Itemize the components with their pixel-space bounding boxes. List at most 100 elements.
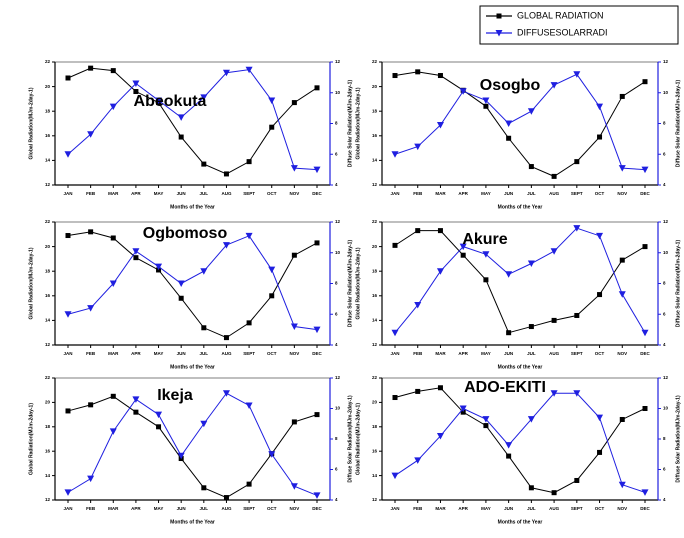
marker-triangle xyxy=(222,69,230,77)
marker-triangle xyxy=(573,390,581,397)
marker-triangle xyxy=(436,268,444,275)
y2-tick-label: 6 xyxy=(335,311,338,316)
marker-square xyxy=(597,292,603,298)
y-tick-label: 18 xyxy=(45,268,51,273)
x-axis-label: Months of the Year xyxy=(498,204,543,210)
x-tick-label: DEC xyxy=(312,351,322,356)
marker-triangle xyxy=(641,489,649,496)
y-tick-label: 18 xyxy=(45,424,51,429)
marker-triangle xyxy=(155,97,163,104)
x-tick-label: JAN xyxy=(63,506,72,511)
marker-square xyxy=(201,485,207,491)
marker-triangle xyxy=(109,103,117,111)
y-tick-label: 14 xyxy=(45,158,51,163)
x-tick-label: OCT xyxy=(595,191,605,196)
marker-square xyxy=(506,453,512,459)
y2-tick-label: 12 xyxy=(335,219,341,224)
marker-triangle xyxy=(527,260,535,268)
marker-square xyxy=(437,73,443,79)
y-tick-label: 22 xyxy=(45,59,51,64)
marker-triangle xyxy=(245,66,253,74)
y2-tick-label: 6 xyxy=(335,151,338,156)
x-axis-label: Months of the Year xyxy=(170,519,215,525)
marker-square xyxy=(178,134,184,140)
y-tick-label: 20 xyxy=(372,84,378,89)
marker-square xyxy=(392,395,398,401)
marker-triangle xyxy=(527,108,535,115)
y2-tick-label: 4 xyxy=(335,182,338,187)
y2-axis-label: Diffuse Solar Radiation(MJm-2day-1) xyxy=(347,80,353,168)
x-axis-label: Months of the Year xyxy=(170,364,215,370)
y-tick-label: 22 xyxy=(45,219,51,224)
marker-square xyxy=(506,330,512,336)
marker-square xyxy=(574,477,580,483)
x-tick-label: NOV xyxy=(289,506,299,511)
x-axis-label: Months of the Year xyxy=(498,519,543,525)
series-line xyxy=(394,73,646,171)
x-tick-label: MAR xyxy=(435,351,446,356)
marker-square xyxy=(65,233,71,239)
x-tick-label: JAN xyxy=(390,506,399,511)
marker-triangle xyxy=(290,323,298,331)
marker-square xyxy=(642,244,648,250)
marker-square xyxy=(528,324,534,330)
marker-triangle xyxy=(155,263,163,271)
marker-triangle xyxy=(87,131,95,138)
marker-triangle xyxy=(268,451,276,458)
marker-square xyxy=(415,228,421,234)
x-tick-label: DEC xyxy=(312,191,322,196)
marker-square xyxy=(619,416,625,422)
x-tick-label: DEC xyxy=(640,351,650,356)
x-tick-label: JAN xyxy=(63,351,72,356)
x-tick-label: JUL xyxy=(200,351,209,356)
marker-triangle xyxy=(64,311,72,318)
marker-triangle xyxy=(313,326,321,334)
y2-tick-label: 12 xyxy=(335,59,341,64)
marker-triangle xyxy=(550,390,558,397)
x-tick-label: JUL xyxy=(527,351,536,356)
x-tick-label: MAR xyxy=(108,191,119,196)
marker-triangle xyxy=(245,402,253,409)
marker-triangle xyxy=(459,243,467,251)
y-axis-label: Global Radiation(MJm-2day-1) xyxy=(28,403,34,475)
y-tick-label: 16 xyxy=(372,448,378,453)
x-tick-label: OCT xyxy=(595,351,605,356)
marker-square xyxy=(223,495,229,501)
x-tick-label: FEB xyxy=(86,506,96,511)
x-tick-label: NOV xyxy=(289,351,299,356)
x-tick-label: DEC xyxy=(312,506,322,511)
y2-axis-label: Diffuse Solar Radiation(MJm-2day-1) xyxy=(347,395,353,483)
x-tick-label: JUN xyxy=(177,351,186,356)
legend-label: GLOBAL RADIATION xyxy=(517,10,604,20)
series-line xyxy=(394,387,646,494)
panel-title: ADO-EKITI xyxy=(464,379,546,396)
y2-tick-label: 8 xyxy=(663,436,666,441)
marker-triangle xyxy=(200,420,208,428)
marker-square xyxy=(619,93,625,99)
marker-triangle xyxy=(618,165,626,172)
y2-axis-label: Diffuse Solar Radiation(MJm-2day-1) xyxy=(347,240,353,328)
y-axis-label: Global Radiation(MJm-2day-1) xyxy=(28,87,34,159)
y2-tick-label: 10 xyxy=(663,90,669,95)
marker-triangle xyxy=(641,166,649,174)
marker-square xyxy=(437,228,443,234)
x-tick-label: SEPT xyxy=(571,351,583,356)
x-tick-label: AUG xyxy=(221,191,231,196)
marker-triangle xyxy=(290,165,298,172)
x-tick-label: OCT xyxy=(267,506,277,511)
y-tick-label: 20 xyxy=(45,244,51,249)
marker-triangle xyxy=(436,122,444,129)
y-tick-label: 16 xyxy=(45,448,51,453)
marker-triangle xyxy=(596,232,604,240)
x-tick-label: MAR xyxy=(435,191,446,196)
y-tick-label: 20 xyxy=(372,244,378,249)
y-tick-label: 18 xyxy=(372,424,378,429)
marker-square xyxy=(415,388,421,394)
x-axis-label: Months of the Year xyxy=(498,364,543,370)
series-line xyxy=(394,71,646,177)
marker-square xyxy=(269,124,275,130)
y2-axis-label: Diffuse Solar Radiation(MJm-2day-1) xyxy=(675,80,681,168)
x-tick-label: MAR xyxy=(435,506,446,511)
marker-triangle xyxy=(459,405,467,412)
